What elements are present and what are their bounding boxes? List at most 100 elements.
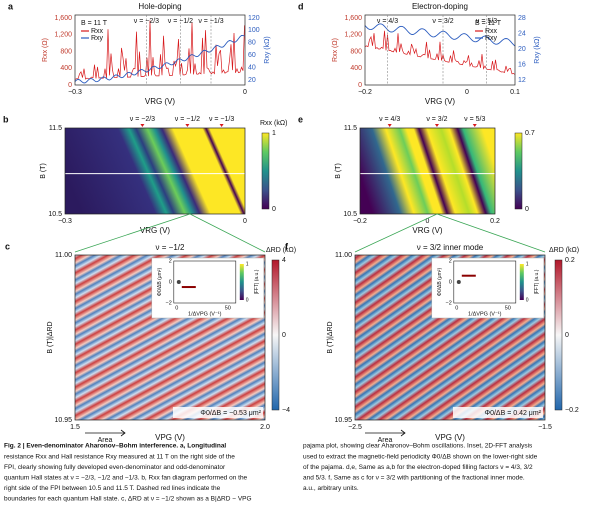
caption-line: Fig. 2 | Even-denominator Aharonov–Bohm … bbox=[4, 443, 226, 450]
panel-title: Electron-doping bbox=[412, 2, 468, 11]
plot-frame bbox=[354, 254, 546, 421]
colorbar-tick: 0 bbox=[565, 332, 569, 339]
state-marker bbox=[434, 124, 439, 127]
y2-axis-label: Rxy (kΩ) bbox=[534, 36, 541, 63]
x-tick-label: −0.2 bbox=[353, 218, 367, 225]
caption-line: FPI, clearly showing fully developed eve… bbox=[4, 464, 226, 471]
caption-line: of the pajama. d,e, Same as a,b for the … bbox=[303, 464, 533, 471]
inset-colorbar-label: |FFT| (a.u.) bbox=[534, 269, 540, 294]
colorbar bbox=[514, 132, 523, 210]
panel-title: ν = −1/2 bbox=[156, 243, 185, 252]
panel-title: ν = 3/2 inner mode bbox=[417, 243, 484, 252]
y-tick-label: 800 bbox=[60, 48, 72, 55]
plot-frame bbox=[359, 127, 496, 215]
y2-tick-label: 24 bbox=[518, 30, 526, 37]
x-tick-label: 0.2 bbox=[490, 218, 500, 225]
filling-label: ν = −2/3 bbox=[134, 18, 159, 25]
period-label: Φ0/ΔB = −0.53 μm² bbox=[200, 410, 261, 417]
inset-colorbar-tick: 1 bbox=[526, 261, 529, 267]
caption-line: quantum Hall states at ν = −2/3, −1/2 an… bbox=[4, 475, 248, 482]
y-tick-label: 10.95 bbox=[334, 417, 352, 424]
y-tick-label: 1,200 bbox=[54, 32, 72, 39]
y-tick-label: 10.5 bbox=[343, 211, 357, 218]
filling-label: ν = 5/3 bbox=[464, 116, 485, 123]
panel-label: b bbox=[3, 114, 9, 124]
state-marker bbox=[472, 124, 477, 127]
inset-frame bbox=[453, 260, 517, 304]
y-tick-label: 11.5 bbox=[344, 125, 357, 132]
inset-colorbar bbox=[519, 264, 524, 300]
filling-label: ν = −2/3 bbox=[130, 116, 155, 123]
y2-tick-label: 16 bbox=[518, 61, 526, 68]
x-axis-label: VPG (V) bbox=[155, 433, 185, 442]
inset-x-tick: 50 bbox=[225, 305, 231, 311]
y2-tick-label: 100 bbox=[248, 27, 260, 34]
colorbar-label: ΔRD (kΩ) bbox=[549, 247, 579, 254]
inset-y-tick: 0 bbox=[449, 279, 452, 285]
y2-tick-label: 60 bbox=[248, 52, 256, 59]
x-axis-label: VRG (V) bbox=[145, 97, 176, 106]
y-axis-label: B (T) bbox=[335, 163, 342, 179]
caption-line: boundaries for each quantum Hall state. … bbox=[4, 496, 252, 503]
x-tick-label: 0 bbox=[243, 218, 247, 225]
legend-label: Rxy bbox=[485, 35, 498, 42]
zoom-lines bbox=[74, 213, 546, 253]
legend-label: Rxx bbox=[91, 28, 104, 35]
x-axis-label: VRG (V) bbox=[425, 97, 456, 106]
inset-x-tick: 50 bbox=[505, 305, 511, 311]
period-box bbox=[453, 407, 543, 418]
filling-label: ν = −1/3 bbox=[209, 116, 234, 123]
y-tick-label: 1,200 bbox=[344, 32, 362, 39]
y-axis-label: B (T) bbox=[40, 163, 47, 179]
inset-y-label: Φ0/ΔB (μm²) bbox=[437, 268, 443, 297]
colorbar-tick: 1 bbox=[272, 130, 276, 137]
caption-line: and 5/3. f, Same as c for ν = 3/2 with p… bbox=[303, 475, 525, 482]
x-tick-label: 0 bbox=[426, 218, 430, 225]
filling-label: ν = 3/2 bbox=[426, 116, 447, 123]
y2-tick-label: 28 bbox=[518, 15, 526, 22]
x-tick-label: 2.0 bbox=[260, 424, 270, 431]
colorbar-tick: −4 bbox=[282, 407, 290, 414]
plot-frame bbox=[74, 14, 246, 86]
heatmap bbox=[360, 128, 495, 214]
colorbar-tick: 0 bbox=[282, 332, 286, 339]
y-tick-label: 1,600 bbox=[344, 15, 362, 22]
caption-line: right side of the FPI between 10.5 and 1… bbox=[4, 485, 221, 492]
inset-y-label: Φ0/ΔB (μm²) bbox=[157, 268, 163, 297]
y-axis-label: Rxx (Ω) bbox=[332, 38, 339, 62]
rxx-curve bbox=[364, 30, 516, 75]
colorbar-tick: 4 bbox=[282, 257, 286, 264]
caption-line: used to extract the magnetic-field perio… bbox=[303, 453, 538, 460]
x-tick-label: −1.5 bbox=[538, 424, 552, 431]
field-label: B = 11 T bbox=[475, 20, 502, 27]
inset-y-tick: 0 bbox=[169, 279, 172, 285]
panel-label: e bbox=[298, 114, 303, 124]
x-tick-label: −0.2 bbox=[358, 89, 372, 96]
colorbar-tick: −0.2 bbox=[565, 407, 579, 414]
y-axis-label: Rxx (Ω) bbox=[42, 38, 49, 62]
colorbar-tick: 0 bbox=[525, 206, 529, 213]
y2-tick-label: 12 bbox=[518, 77, 526, 84]
inset-x-label: 1/ΔVPG (V⁻¹) bbox=[468, 311, 502, 317]
state-marker bbox=[219, 124, 224, 127]
y2-axis-label: Rxy (kΩ) bbox=[264, 36, 271, 63]
inset-center bbox=[456, 280, 461, 284]
inset-colorbar-tick: 1 bbox=[246, 261, 249, 267]
plot-frame bbox=[64, 127, 246, 215]
y2-tick-label: 20 bbox=[248, 77, 256, 84]
filling-label: ν = −1/2 bbox=[175, 116, 200, 123]
filling-label: ν = −1/2 bbox=[168, 18, 193, 25]
y-tick-label: 0 bbox=[358, 82, 362, 89]
y-tick-label: 800 bbox=[350, 48, 362, 55]
filling-label: ν = 4/3 bbox=[377, 18, 398, 25]
panel-label: c bbox=[5, 241, 10, 251]
y-tick-label: 11.5 bbox=[49, 125, 62, 132]
x-axis-label: VRG (V) bbox=[140, 226, 171, 235]
y-tick-label: 10.5 bbox=[48, 211, 62, 218]
inset-y-tick: −2 bbox=[446, 300, 452, 306]
x-tick-label: 0 bbox=[243, 89, 247, 96]
y2-tick-label: 120 bbox=[248, 15, 260, 22]
inset-y-tick: 2 bbox=[449, 258, 452, 264]
inset-colorbar-label: |FFT| (a.u.) bbox=[254, 269, 260, 294]
